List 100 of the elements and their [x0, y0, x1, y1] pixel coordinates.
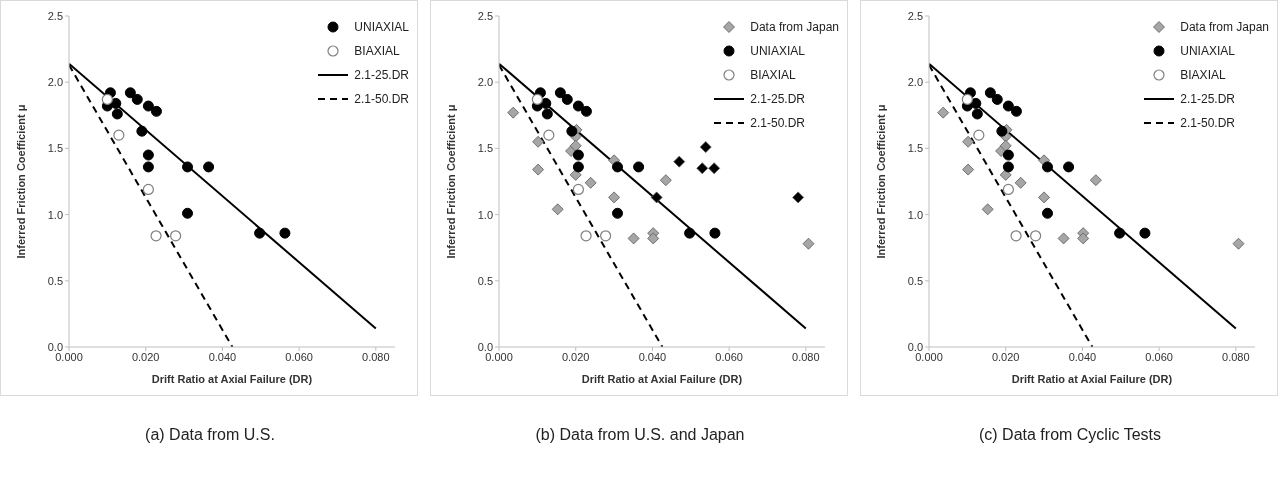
- y-tick-label: 0.0: [477, 340, 493, 353]
- x-tick-label: 0.000: [55, 350, 83, 363]
- x-tick-label: 0.000: [485, 350, 513, 363]
- point: [696, 162, 709, 175]
- point: [540, 97, 552, 109]
- point: [572, 161, 584, 173]
- point: [1002, 161, 1014, 173]
- point: [1114, 227, 1126, 239]
- x-tick-label: 0.040: [1068, 350, 1097, 363]
- point: [1042, 207, 1054, 219]
- y-axis-title: Inferred Friction Coefficient μ: [874, 104, 887, 259]
- point: [709, 227, 721, 239]
- point: [612, 207, 624, 219]
- point: [973, 129, 985, 141]
- point: [1042, 161, 1054, 173]
- text: (a) Data from U.S.: [144, 426, 276, 444]
- point: [1232, 237, 1245, 250]
- point: [608, 191, 620, 204]
- point: [1038, 191, 1050, 204]
- y-axis-title: Inferred Friction Coefficient μ: [14, 104, 27, 259]
- point: [541, 108, 553, 120]
- point: [182, 207, 194, 219]
- y-tick-label: 1.0: [477, 208, 493, 221]
- legend-label: 2.1-25.DR: [750, 91, 805, 108]
- point: [142, 161, 154, 173]
- point: [600, 230, 612, 242]
- legend-label: 2.1-50.DR: [354, 91, 409, 108]
- point: [150, 230, 162, 242]
- point: [507, 106, 520, 119]
- legend-label: Data from Japan: [750, 19, 839, 36]
- point: [532, 135, 545, 148]
- point: [203, 161, 215, 173]
- y-tick-label: 2.5: [477, 9, 493, 22]
- point: [991, 93, 1003, 105]
- point: [142, 100, 154, 112]
- y-tick-label: 0.5: [477, 274, 493, 287]
- legend-label: 2.1-50.DR: [750, 115, 805, 132]
- point: [962, 135, 975, 148]
- point: [543, 129, 555, 141]
- point: [1014, 176, 1027, 189]
- point: [554, 87, 566, 99]
- y-tick-label: 2.0: [477, 76, 493, 89]
- y-tick-label: 2.0: [47, 76, 63, 89]
- legend-label: BIAXIAL: [1180, 67, 1226, 84]
- point: [659, 174, 672, 187]
- point: [961, 93, 973, 106]
- point: [1010, 230, 1022, 242]
- point: [124, 87, 136, 99]
- y-tick-label: 2.0: [907, 76, 923, 89]
- legend-label: BIAXIAL: [750, 67, 796, 84]
- point: [254, 227, 266, 239]
- point: [962, 163, 975, 176]
- point: [572, 100, 584, 112]
- point: [633, 161, 645, 173]
- point: [802, 237, 815, 250]
- y-tick-label: 1.0: [47, 208, 63, 221]
- point: [684, 227, 696, 239]
- x-tick-label: 0.080: [362, 350, 390, 363]
- legend-label: BIAXIAL: [354, 43, 400, 60]
- y-tick-label: 0.5: [47, 274, 63, 287]
- point: [937, 106, 950, 119]
- x-tick-label: 0.080: [1222, 350, 1250, 363]
- y-tick-label: 1.5: [477, 142, 493, 155]
- point: [111, 108, 123, 120]
- point: [532, 163, 545, 176]
- text: (b) Data from U.S. and Japan: [534, 426, 746, 444]
- point: [650, 191, 663, 204]
- x-axis-title: Drift Ratio at Axial Failure (DR): [1011, 373, 1173, 385]
- x-tick-label: 0.060: [1145, 350, 1173, 363]
- y-tick-label: 1.5: [47, 142, 63, 155]
- point: [1089, 174, 1102, 187]
- point: [584, 176, 597, 189]
- point: [1002, 149, 1014, 161]
- legend-label: 2.1-25.DR: [1180, 91, 1235, 108]
- point: [708, 162, 721, 175]
- point: [110, 97, 122, 109]
- y-tick-label: 2.5: [47, 9, 63, 22]
- point: [1139, 227, 1151, 239]
- y-tick-label: 2.5: [907, 9, 923, 22]
- point: [1002, 100, 1014, 112]
- point: [627, 232, 640, 245]
- x-tick-label: 0.040: [208, 350, 237, 363]
- text: (c) Data from Cyclic Tests: [978, 426, 1162, 444]
- point: [996, 125, 1008, 137]
- y-tick-label: 1.0: [907, 208, 923, 221]
- point: [1010, 105, 1022, 117]
- point: [970, 97, 982, 109]
- x-tick-label: 0.020: [561, 350, 590, 363]
- x-tick-label: 0.080: [792, 350, 820, 363]
- legend-label: 2.1-50.DR: [1180, 115, 1235, 132]
- x-tick-label: 0.060: [285, 350, 313, 363]
- point: [981, 203, 994, 216]
- point: [279, 227, 291, 239]
- legend-label: Data from Japan: [1180, 19, 1269, 36]
- x-tick-label: 0.020: [991, 350, 1020, 363]
- point: [136, 125, 148, 137]
- point: [580, 230, 592, 242]
- point: [566, 125, 578, 137]
- point: [1030, 230, 1042, 242]
- point: [699, 141, 712, 153]
